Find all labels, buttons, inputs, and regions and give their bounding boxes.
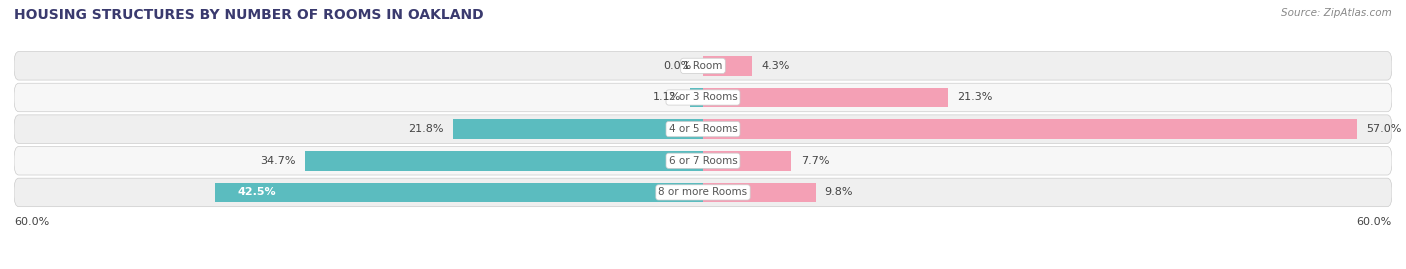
Bar — [703, 88, 948, 107]
Bar — [703, 151, 792, 171]
Bar — [703, 183, 815, 202]
Text: 4 or 5 Rooms: 4 or 5 Rooms — [669, 124, 737, 134]
Bar — [305, 151, 703, 171]
Text: 8 or more Rooms: 8 or more Rooms — [658, 187, 748, 197]
Text: 57.0%: 57.0% — [1367, 124, 1402, 134]
Text: 21.3%: 21.3% — [956, 93, 993, 102]
Text: 4.3%: 4.3% — [762, 61, 790, 71]
Text: 60.0%: 60.0% — [1357, 217, 1392, 227]
Text: Source: ZipAtlas.com: Source: ZipAtlas.com — [1281, 8, 1392, 18]
Bar — [690, 88, 703, 107]
Bar — [703, 119, 1358, 139]
Text: 6 or 7 Rooms: 6 or 7 Rooms — [669, 156, 737, 166]
Bar — [703, 56, 752, 76]
Text: 60.0%: 60.0% — [14, 217, 49, 227]
FancyBboxPatch shape — [14, 83, 1392, 112]
Text: 1 Room: 1 Room — [683, 61, 723, 71]
FancyBboxPatch shape — [14, 147, 1392, 175]
Bar — [215, 183, 703, 202]
Text: 21.8%: 21.8% — [408, 124, 443, 134]
Text: 42.5%: 42.5% — [238, 187, 277, 197]
FancyBboxPatch shape — [14, 178, 1392, 207]
Text: 0.0%: 0.0% — [664, 61, 692, 71]
FancyBboxPatch shape — [14, 52, 1392, 80]
FancyBboxPatch shape — [14, 115, 1392, 143]
Text: 34.7%: 34.7% — [260, 156, 295, 166]
Text: HOUSING STRUCTURES BY NUMBER OF ROOMS IN OAKLAND: HOUSING STRUCTURES BY NUMBER OF ROOMS IN… — [14, 8, 484, 22]
Text: 7.7%: 7.7% — [800, 156, 830, 166]
Text: 1.1%: 1.1% — [652, 93, 681, 102]
Text: 9.8%: 9.8% — [825, 187, 853, 197]
Bar — [453, 119, 703, 139]
Text: 2 or 3 Rooms: 2 or 3 Rooms — [669, 93, 737, 102]
